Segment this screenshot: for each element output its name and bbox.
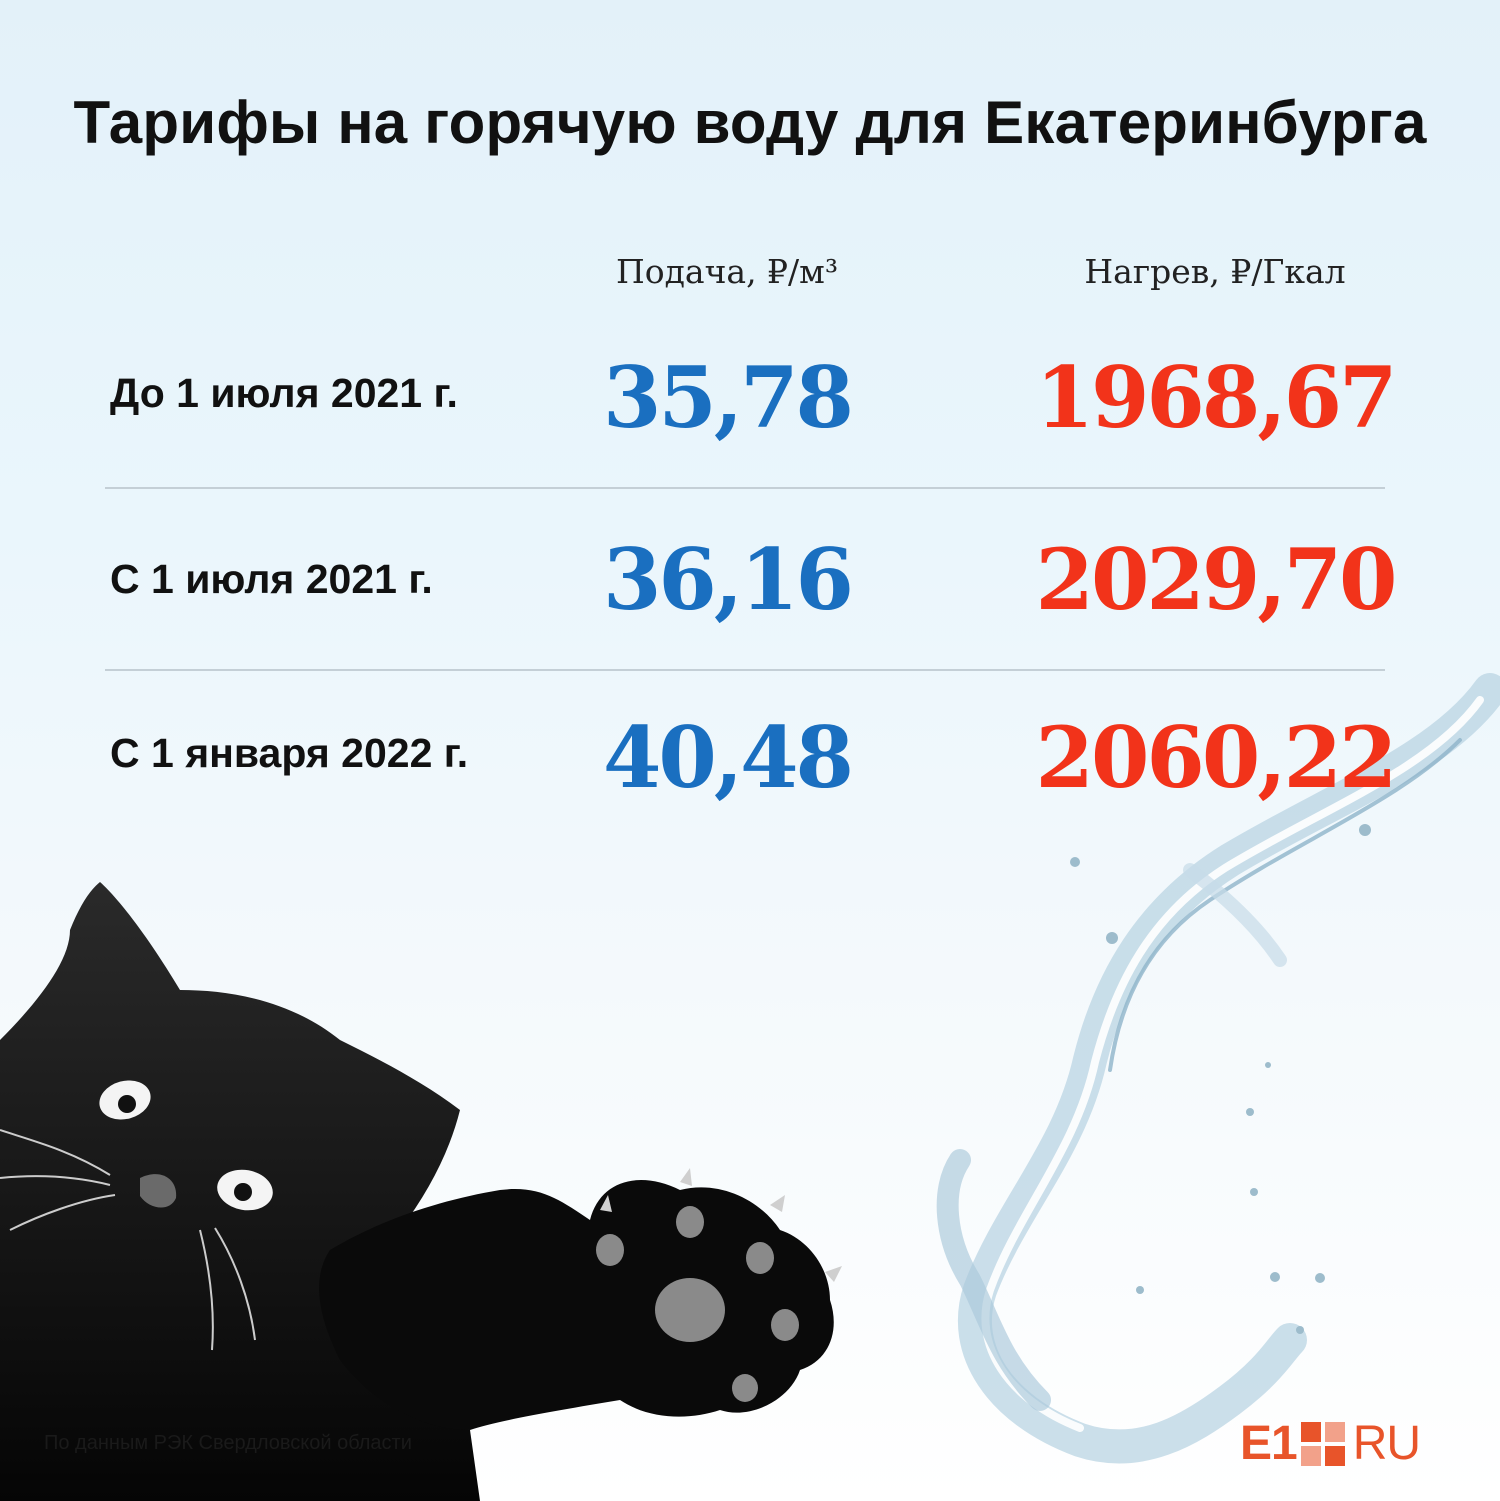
logo-e1: E1 <box>1240 1417 1298 1470</box>
heating-value: 2060,22 <box>1035 708 1398 807</box>
water-splash-icon <box>936 673 1500 1464</box>
row-divider <box>105 669 1385 671</box>
heating-value: 1968,67 <box>1035 348 1398 447</box>
supply-value: 40,48 <box>602 708 854 807</box>
row-label: До 1 июля 2021 г. <box>110 370 458 416</box>
black-cat-icon <box>0 882 842 1501</box>
logo-ru: RU <box>1352 1417 1421 1470</box>
supply-value: 36,16 <box>602 530 854 629</box>
row-divider <box>105 487 1385 489</box>
column-header-supply: Подача, ₽/м³ <box>615 252 839 291</box>
source-note: По данным РЭК Свердловской области <box>44 1432 412 1454</box>
logo-squares-icon <box>1300 1422 1345 1466</box>
column-header-heating: Нагрев, ₽/Гкал <box>1084 252 1346 291</box>
supply-value: 35,78 <box>602 348 854 447</box>
row-label: С 1 января 2022 г. <box>110 730 469 776</box>
heating-value: 2029,70 <box>1035 530 1398 629</box>
row-label: С 1 июля 2021 г. <box>110 556 433 602</box>
e1-logo: E1 RU <box>1240 1417 1421 1470</box>
page-title: Тарифы на горячую воду для Екатеринбурга <box>73 89 1427 156</box>
